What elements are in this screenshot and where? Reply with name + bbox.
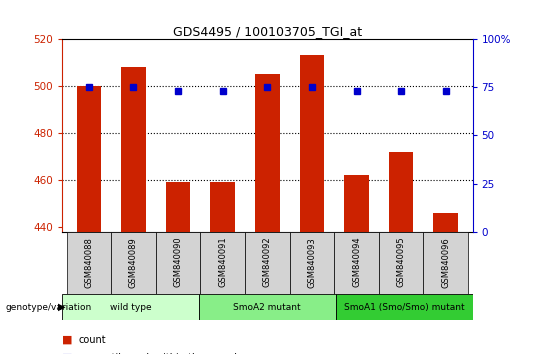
Bar: [77, 86, 101, 232]
Text: SmoA1 (Smo/Smo) mutant: SmoA1 (Smo/Smo) mutant: [344, 303, 464, 312]
Bar: [434, 213, 458, 232]
Text: GSM840093: GSM840093: [307, 237, 316, 287]
Bar: [111, 232, 156, 294]
Text: SmoA2 mutant: SmoA2 mutant: [233, 303, 301, 312]
Text: GSM840095: GSM840095: [396, 237, 406, 287]
Bar: [200, 232, 245, 294]
Bar: [62, 294, 199, 320]
Bar: [255, 74, 280, 232]
Bar: [389, 152, 414, 232]
Bar: [211, 182, 235, 232]
Text: GSM840089: GSM840089: [129, 237, 138, 287]
Text: percentile rank within the sample: percentile rank within the sample: [78, 353, 244, 354]
Bar: [423, 232, 468, 294]
Text: ▶: ▶: [58, 302, 66, 312]
Text: ■: ■: [62, 335, 72, 345]
Text: genotype/variation: genotype/variation: [5, 303, 92, 312]
Bar: [336, 294, 472, 320]
Bar: [379, 232, 423, 294]
Bar: [156, 232, 200, 294]
Bar: [345, 175, 369, 232]
Text: wild type: wild type: [110, 303, 151, 312]
Bar: [289, 232, 334, 294]
Bar: [66, 232, 111, 294]
Text: GSM840096: GSM840096: [441, 237, 450, 287]
Text: ■: ■: [62, 353, 72, 354]
Text: GSM840090: GSM840090: [173, 237, 183, 287]
Bar: [121, 67, 146, 232]
Bar: [334, 232, 379, 294]
Text: GSM840088: GSM840088: [84, 237, 93, 288]
Bar: [245, 232, 289, 294]
Text: GSM840092: GSM840092: [263, 237, 272, 287]
Title: GDS4495 / 100103705_TGI_at: GDS4495 / 100103705_TGI_at: [173, 25, 362, 38]
Text: GSM840091: GSM840091: [218, 237, 227, 287]
Bar: [300, 56, 324, 232]
Bar: [166, 182, 191, 232]
Text: count: count: [78, 335, 106, 345]
Text: GSM840094: GSM840094: [352, 237, 361, 287]
Bar: [199, 294, 336, 320]
